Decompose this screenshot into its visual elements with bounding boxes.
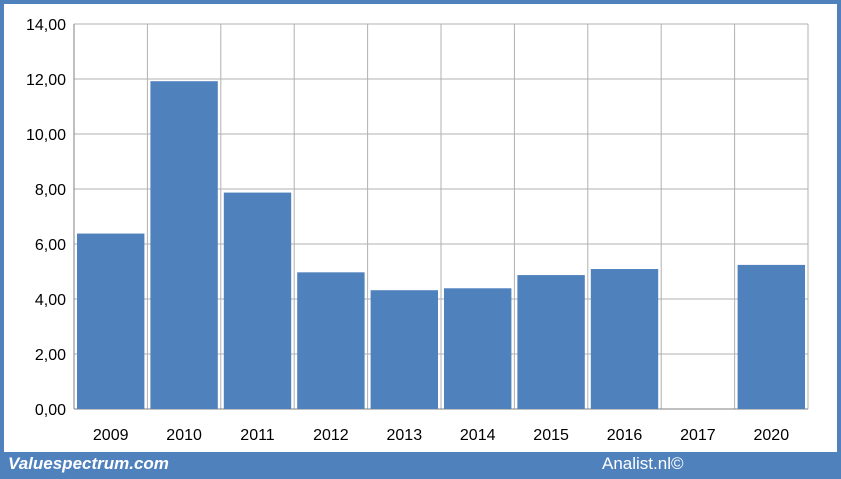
x-tick-label: 2016: [607, 427, 643, 444]
bar: [150, 81, 218, 409]
x-tick-label: 2014: [460, 427, 496, 444]
bar: [517, 275, 585, 409]
plot-panel: 0,00 2,00 4,00 6,00 8,00 10,00 12,00 14,00 2009 2…: [4, 4, 837, 452]
bar: [77, 233, 145, 409]
bar-chart: 0,00 2,00 4,00 6,00 8,00 10,00 12,00 14,00 2009 2…: [26, 17, 809, 444]
bar: [444, 288, 512, 409]
x-tick-label: 2011: [240, 427, 275, 444]
x-tick-label: 2015: [533, 427, 569, 444]
y-tick-label: 14,00: [26, 17, 66, 34]
x-tick-label: 2017: [680, 427, 716, 444]
y-tick-label: 8,00: [35, 182, 66, 199]
y-tick-label: 2,00: [35, 347, 66, 364]
bar: [590, 269, 659, 409]
y-tick-label: 12,00: [26, 72, 66, 89]
y-tick-label: 4,00: [35, 292, 66, 309]
source-watermark: Valuespectrum.com: [8, 454, 169, 473]
x-tick-label: 2010: [166, 427, 202, 444]
y-tick-label: 0,00: [35, 402, 66, 419]
y-tick-label: 10,00: [26, 127, 66, 144]
y-tick-label: 6,00: [35, 237, 66, 254]
x-tick-label: 2009: [93, 427, 129, 444]
x-tick-label: 2020: [754, 427, 790, 444]
bar: [223, 192, 292, 409]
bar: [737, 264, 805, 409]
bar: [297, 272, 365, 409]
bar: [370, 290, 438, 409]
x-tick-label: 2013: [387, 427, 423, 444]
copyright-label: Analist.nl©: [602, 454, 684, 473]
x-tick-label: 2012: [313, 427, 349, 444]
